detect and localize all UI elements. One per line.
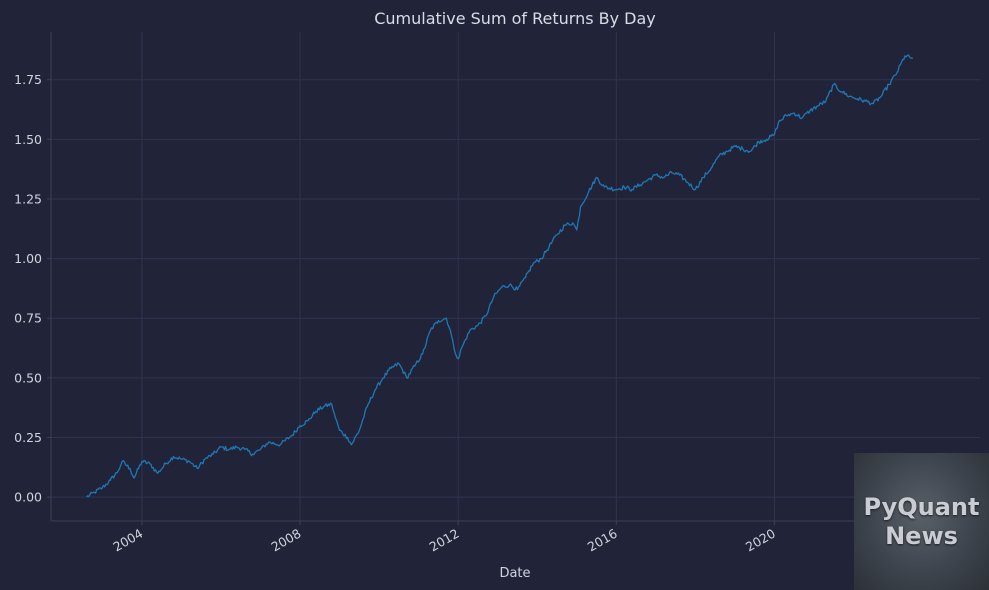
x-tick-label: 2016 [585, 526, 620, 555]
y-tick-label: 1.00 [14, 251, 42, 266]
tick-labels: 0.00 0.25 0.50 0.75 1.00 1.25 1.50 1.75 2004 2008… [14, 72, 778, 554]
y-tick-label: 0.75 [14, 311, 42, 326]
series-line [86, 54, 913, 498]
plot-area [86, 54, 913, 498]
logo-line-1: PyQuant [863, 492, 980, 521]
y-tick-label: 0.50 [14, 370, 42, 385]
pyquant-news-logo: PyQuant News [854, 453, 989, 590]
chart-title: Cumulative Sum of Returns By Day [374, 9, 656, 28]
axes [47, 32, 980, 525]
grid [51, 32, 980, 521]
y-tick-label: 1.25 [14, 191, 42, 206]
x-tick-label: 2004 [110, 526, 145, 555]
y-tick-label: 1.50 [14, 132, 42, 147]
x-tick-label: 2020 [743, 526, 778, 555]
x-tick-label: 2012 [427, 526, 462, 555]
x-axis-label: Date [499, 566, 530, 581]
y-tick-label: 1.75 [14, 72, 42, 87]
x-tick-label: 2008 [269, 526, 304, 555]
logo-line-2: News [885, 521, 958, 550]
y-tick-label: 0.25 [14, 430, 42, 445]
y-tick-label: 0.00 [14, 490, 42, 505]
